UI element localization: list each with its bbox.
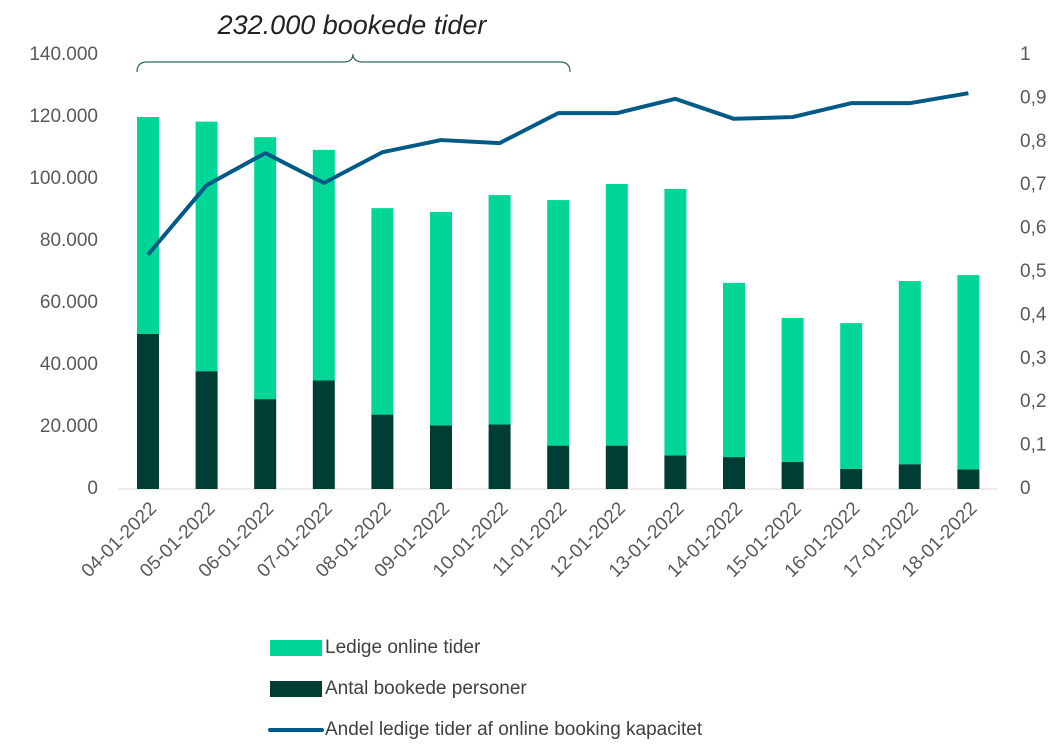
bar [312, 380, 335, 489]
bar [723, 457, 745, 489]
y-tick-label: 140.000 [29, 44, 98, 65]
legend-swatch [270, 681, 322, 697]
y-tick-label: 80.000 [40, 230, 98, 251]
bar [195, 121, 218, 372]
bar [137, 117, 159, 334]
legend-label: Antal bookede personer [325, 678, 527, 699]
y-tick-label: 20.000 [40, 416, 98, 437]
bar [430, 211, 452, 426]
bar [957, 469, 980, 489]
bar [254, 399, 277, 489]
y2-tick-label: 0 [1020, 478, 1031, 499]
bar [840, 468, 863, 489]
annotation-brace [136, 53, 571, 73]
y-tick-label: 40.000 [40, 354, 98, 375]
bar [547, 200, 570, 446]
bar [840, 323, 863, 469]
line [146, 91, 969, 256]
bar [898, 464, 921, 489]
bar [664, 188, 687, 456]
bar [488, 195, 511, 425]
y2-tick-label: 0,7 [1020, 174, 1046, 195]
bar [371, 208, 394, 415]
legend-label: Ledige online tider [325, 637, 481, 658]
bar [605, 183, 628, 446]
y2-tick-label: 0,1 [1020, 435, 1046, 456]
bar [195, 371, 218, 489]
bar [781, 462, 804, 489]
y-tick-label: 0 [87, 478, 98, 499]
bar [488, 424, 511, 489]
y-tick-label: 60.000 [40, 292, 98, 313]
bar [781, 317, 804, 463]
bar [664, 455, 687, 489]
annotation: 232.000 bookede tider [217, 10, 488, 40]
bar [312, 149, 335, 381]
bar [371, 414, 394, 489]
bar [957, 275, 980, 470]
y2-tick-label: 0,9 [1020, 87, 1046, 108]
y2-tick-label: 0,5 [1020, 261, 1046, 282]
bar [898, 280, 921, 465]
bar [254, 137, 277, 400]
bar [547, 445, 570, 489]
bar [605, 445, 628, 489]
y2-tick-label: 0,4 [1020, 304, 1047, 325]
y-tick-label: 100.000 [29, 168, 98, 189]
y2-tick-label: 0,3 [1020, 348, 1046, 369]
y2-tick-label: 0,6 [1020, 218, 1046, 239]
y2-tick-label: 0,2 [1020, 391, 1046, 412]
y-tick-label: 120.000 [29, 106, 98, 127]
legend-label: Andel ledige tider af online booking kap… [325, 719, 703, 740]
bar [430, 425, 452, 489]
bar [137, 334, 159, 489]
y2-tick-label: 1 [1020, 44, 1031, 65]
legend-swatch [270, 640, 322, 656]
y2-tick-label: 0,8 [1020, 131, 1046, 152]
bar [723, 282, 745, 458]
